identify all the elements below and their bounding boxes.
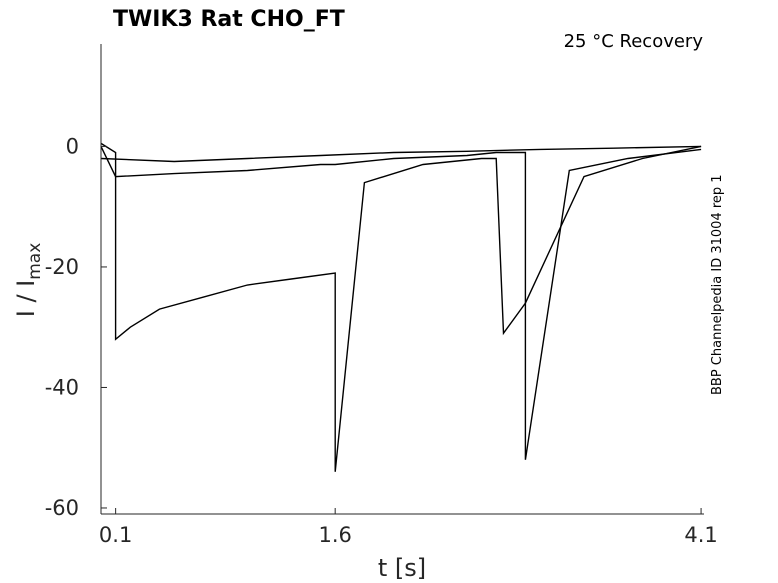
y-tick-label: -40 (45, 375, 79, 399)
y-axis-label-sub: max (25, 243, 45, 280)
y-tick-label: -60 (45, 496, 79, 520)
trace-1 (100, 142, 702, 472)
y-ticks: 0 -20 -40 -60 (45, 134, 107, 520)
chart-title: TWIK3 Rat CHO_FT (113, 7, 345, 32)
y-tick-label: -20 (45, 255, 79, 279)
x-tick-label: 4.1 (684, 523, 717, 547)
traces (100, 142, 702, 472)
trace-3 (100, 145, 702, 163)
y-axis-label: I / Imax (12, 243, 45, 318)
y-axis-label-main: I / I (12, 280, 40, 318)
side-label: BBP Channelpedia ID 31004 rep 1 (710, 174, 725, 395)
x-tick-label: 1.6 (318, 523, 351, 547)
condition-annotation: 25 °C Recovery (564, 31, 704, 52)
x-ticks: 0.1 1.6 4.1 (99, 508, 718, 547)
y-tick-label: 0 (66, 134, 79, 158)
x-tick-label: 0.1 (99, 523, 132, 547)
x-axis-label: t [s] (378, 554, 426, 582)
trace-2 (100, 146, 702, 460)
